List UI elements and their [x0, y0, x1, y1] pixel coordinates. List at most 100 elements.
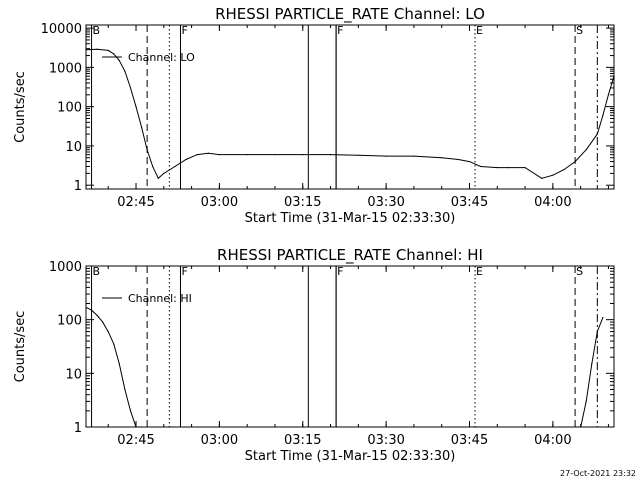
data-point — [207, 152, 209, 154]
data-point — [441, 157, 443, 159]
chart-title: RHESSI PARTICLE_RATE Channel: LO — [215, 5, 485, 24]
data-point — [124, 388, 126, 391]
x-tick-label: 03:30 — [367, 433, 404, 448]
data-point — [385, 155, 387, 157]
data-point — [135, 106, 137, 108]
data-point — [85, 306, 87, 308]
data-point — [480, 165, 482, 168]
y-tick-label: 10000 — [41, 22, 82, 37]
data-point — [124, 70, 126, 72]
y-tick-label: 1 — [74, 421, 82, 436]
chart-panel-0: RHESSI PARTICLE_RATE Channel: LO 02:45 03:… — [13, 5, 615, 226]
data-point — [602, 114, 604, 116]
data-point — [140, 126, 143, 128]
data-point — [196, 154, 198, 156]
data-point — [585, 149, 587, 151]
data-point — [274, 154, 276, 156]
series-line — [85, 48, 615, 180]
data-point — [541, 177, 543, 179]
data-point — [246, 154, 248, 156]
data-point — [129, 87, 132, 89]
data-point — [118, 59, 120, 62]
marker-label: B — [93, 24, 101, 37]
y-tick-label: 1 — [74, 179, 82, 194]
plot-frame — [85, 24, 615, 190]
marker-label: F — [337, 265, 343, 278]
data-point — [90, 309, 93, 311]
data-point — [607, 94, 610, 96]
data-point — [163, 172, 165, 174]
data-point — [107, 49, 109, 52]
y-tick-label: 10 — [65, 140, 82, 155]
legend-label: Channel: LO — [128, 51, 195, 64]
data-point — [157, 177, 159, 179]
marker-label: F — [337, 24, 343, 37]
data-point — [185, 158, 187, 161]
data-point — [152, 165, 154, 168]
x-tick-label: 03:15 — [284, 433, 321, 448]
y-tick-label: 100 — [57, 101, 82, 116]
data-point — [85, 49, 87, 51]
data-point — [96, 314, 98, 317]
data-point — [218, 154, 220, 156]
data-point — [468, 160, 471, 163]
x-tick-label: 02:45 — [117, 433, 154, 448]
x-tick-label: 03:45 — [451, 433, 488, 448]
x-tick-label: 04:00 — [534, 433, 571, 448]
plot-frame — [85, 265, 615, 428]
data-point — [129, 410, 132, 412]
marker-label: B — [93, 265, 101, 278]
chart-panel-1: RHESSI PARTICLE_RATE Channel: HI 02:45 03:… — [13, 246, 615, 464]
chart-title: RHESSI PARTICLE_RATE Channel: HI — [217, 246, 483, 265]
data-point — [329, 154, 332, 156]
x-axis-label: Start Time (31-Mar-15 02:33:30) — [245, 449, 456, 464]
data-point — [113, 343, 115, 345]
x-tick-label: 02:45 — [117, 195, 154, 210]
data-point — [591, 363, 593, 365]
data-point — [507, 167, 509, 169]
data-point — [552, 174, 554, 176]
x-tick-label: 04:00 — [534, 195, 571, 210]
y-tick-label: 100 — [57, 314, 82, 329]
data-point — [596, 133, 598, 135]
data-point — [580, 426, 582, 428]
data-point — [413, 155, 415, 157]
x-tick-label: 03:45 — [451, 195, 488, 210]
y-axis-label: Counts/sec — [13, 71, 28, 143]
series-line — [85, 306, 604, 428]
data-point — [496, 167, 498, 169]
y-axis-label: Counts/sec — [13, 311, 28, 383]
data-point — [585, 400, 587, 402]
data-point — [302, 154, 304, 156]
data-point — [96, 48, 98, 50]
data-point — [140, 426, 143, 428]
data-point — [602, 316, 604, 319]
x-axis-label: Start Time (31-Mar-15 02:33:30) — [245, 211, 456, 226]
data-point — [118, 363, 120, 365]
data-point — [135, 426, 137, 428]
y-tick-label: 1000 — [49, 260, 82, 275]
x-tick-label: 03:00 — [201, 433, 238, 448]
data-point — [574, 160, 576, 163]
marker-label: S — [576, 265, 583, 278]
y-tick-label: 10 — [65, 367, 82, 382]
data-point — [596, 330, 598, 333]
data-point — [174, 165, 176, 168]
legend-label: Channel: HI — [128, 292, 192, 305]
marker-label: F — [181, 265, 187, 278]
marker-label: E — [476, 265, 483, 278]
x-tick-label: 03:15 — [284, 195, 321, 210]
data-point — [613, 75, 615, 77]
data-point — [113, 53, 115, 55]
data-point — [457, 158, 459, 161]
x-tick-label: 03:30 — [367, 195, 404, 210]
data-point — [563, 168, 565, 171]
timestamp-stamp: 27-Oct-2021 23:32 — [560, 469, 636, 478]
data-point — [524, 167, 526, 169]
marker-label: S — [576, 24, 583, 37]
marker-label: F — [181, 24, 187, 37]
x-tick-label: 03:00 — [201, 195, 238, 210]
y-tick-label: 1000 — [49, 61, 82, 76]
data-point — [357, 154, 359, 156]
